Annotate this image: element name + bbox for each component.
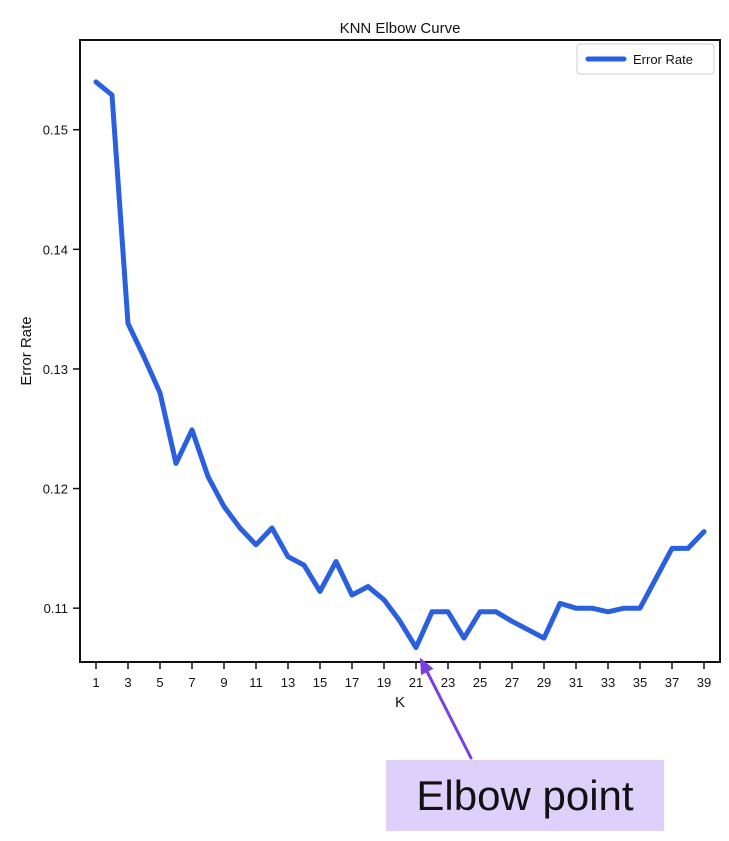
x-tick-label: 27 <box>505 675 519 690</box>
legend: Error Rate <box>576 43 715 75</box>
x-tick-label: 11 <box>249 675 263 690</box>
x-tick-label: 39 <box>697 675 711 690</box>
elbow-annotation-arrow <box>420 657 473 760</box>
arrow-line <box>425 670 473 760</box>
x-tick-label: 3 <box>124 675 131 690</box>
plot-area <box>79 39 721 663</box>
x-axis: 1 3 5 7 9 11 13 15 17 19 21 23 25 27 29 31 33 35 37 39 <box>92 662 711 690</box>
x-tick-label: 19 <box>377 675 391 690</box>
y-tick-label: 0.14 <box>43 242 68 257</box>
x-tick-label: 29 <box>537 675 551 690</box>
x-tick-label: 31 <box>569 675 583 690</box>
y-tick-label: 0.13 <box>43 362 68 377</box>
y-tick-label: 0.11 <box>44 601 68 616</box>
legend-label-error-rate: Error Rate <box>633 52 693 67</box>
chart-title: KNN Elbow Curve <box>340 20 461 37</box>
legend-box <box>576 43 715 75</box>
y-tick-label: 0.15 <box>43 123 68 138</box>
x-tick-label: 37 <box>665 675 679 690</box>
series-line-error-rate <box>93 79 707 651</box>
y-tick-label: 0.12 <box>43 482 68 497</box>
x-tick-label: 1 <box>92 675 99 690</box>
x-tick-label: 9 <box>220 675 227 690</box>
x-tick-label: 15 <box>313 675 327 690</box>
y-axis-label: Error Rate <box>18 316 35 385</box>
x-tick-label: 7 <box>188 675 195 690</box>
arrow-head <box>420 657 434 676</box>
x-tick-label: 33 <box>601 675 615 690</box>
x-tick-label: 13 <box>281 675 295 690</box>
x-tick-label: 25 <box>473 675 487 690</box>
x-tick-label: 17 <box>345 675 359 690</box>
x-tick-label: 5 <box>156 675 163 690</box>
x-tick-label: 23 <box>441 675 455 690</box>
x-axis-label: K <box>395 694 405 711</box>
elbow-point-label: Elbow point <box>386 760 664 831</box>
x-tick-label: 21 <box>409 675 423 690</box>
series-layer <box>93 79 707 651</box>
x-tick-label: 35 <box>633 675 647 690</box>
y-axis: 0.11 0.12 0.13 0.14 0.15 <box>43 123 80 616</box>
